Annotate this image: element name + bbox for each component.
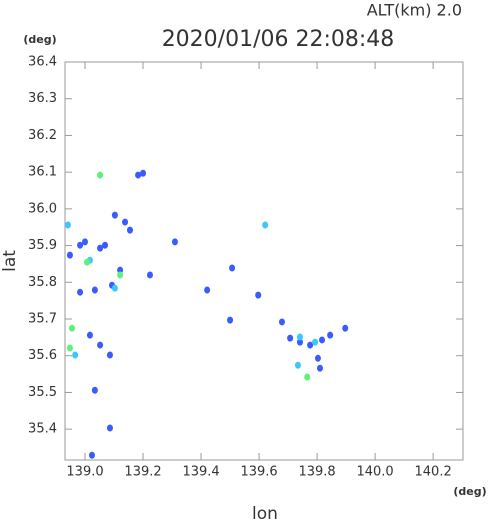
y-tick-label: 36.3: [28, 91, 57, 106]
echo-point: [84, 258, 91, 266]
chart-title: 2020/01/06 22:08:48: [162, 27, 395, 52]
x-tick-label: 139.2: [124, 465, 161, 480]
x-tick-label: 139.0: [66, 465, 103, 480]
x-tick-label: 139.4: [182, 465, 219, 480]
echo-point: [296, 333, 303, 341]
echo-point: [204, 286, 211, 294]
echo-point: [262, 221, 269, 229]
y-tick-label: 35.9: [28, 238, 57, 253]
x-tick-label: 140.2: [415, 465, 452, 480]
echo-point: [97, 171, 104, 179]
y-tick-label: 35.6: [28, 348, 57, 363]
echo-point: [319, 336, 326, 344]
echo-point: [64, 221, 71, 229]
echo-point: [102, 241, 109, 249]
echo-point: [72, 351, 79, 359]
y-axis-label: lat: [0, 250, 20, 272]
echo-point: [255, 291, 262, 299]
x-axis-label: lon: [252, 504, 278, 521]
y-tick-label: 36.4: [28, 55, 57, 70]
y-tick-label: 35.7: [28, 312, 57, 327]
echo-point: [111, 284, 118, 292]
echo-point: [97, 244, 104, 252]
subtitle: ALT(km) 2.0: [367, 1, 462, 20]
echo-point: [312, 338, 319, 346]
echo-point: [229, 264, 236, 272]
echo-point: [91, 286, 98, 294]
y-tick-label: 35.5: [28, 385, 57, 400]
echo-point: [77, 241, 84, 249]
echo-point: [307, 341, 314, 349]
echo-point: [296, 338, 303, 346]
echo-point: [314, 354, 321, 362]
echo-point: [135, 171, 142, 179]
echo-point: [294, 361, 301, 369]
plot-frame: [64, 61, 464, 461]
x-tick-label: 139.6: [240, 465, 277, 480]
echo-point: [66, 251, 73, 259]
echo-point: [117, 271, 124, 279]
echo-point: [111, 211, 118, 219]
y-tick-label: 36.1: [28, 165, 57, 180]
echo-point: [327, 331, 334, 339]
echo-point: [316, 364, 323, 372]
y-unit: (deg): [23, 33, 56, 46]
echo-point: [304, 373, 311, 381]
echo-point: [126, 226, 133, 234]
x-unit: (deg): [453, 485, 486, 498]
y-tick-label: 36.0: [28, 201, 57, 216]
echo-point: [278, 318, 285, 326]
echo-point: [106, 424, 113, 432]
echo-point: [287, 334, 294, 342]
echo-point: [97, 341, 104, 349]
echo-point: [66, 344, 73, 352]
echo-point: [91, 386, 98, 394]
echo-point: [227, 316, 234, 324]
echo-point: [106, 351, 113, 359]
echo-point: [140, 169, 147, 177]
echo-point: [82, 238, 89, 246]
echo-point: [86, 331, 93, 339]
y-tick-label: 36.2: [28, 128, 57, 143]
echo-point: [171, 238, 178, 246]
echo-point: [342, 324, 349, 332]
x-tick-label: 140.0: [356, 465, 393, 480]
y-tick-label: 35.8: [28, 275, 57, 290]
echo-point: [146, 271, 153, 279]
echo-point: [77, 288, 84, 296]
echo-point: [122, 218, 129, 226]
y-tick-label: 35.4: [28, 422, 57, 437]
x-tick-label: 139.8: [298, 465, 335, 480]
echo-point: [88, 451, 95, 459]
echo-point: [68, 324, 75, 332]
